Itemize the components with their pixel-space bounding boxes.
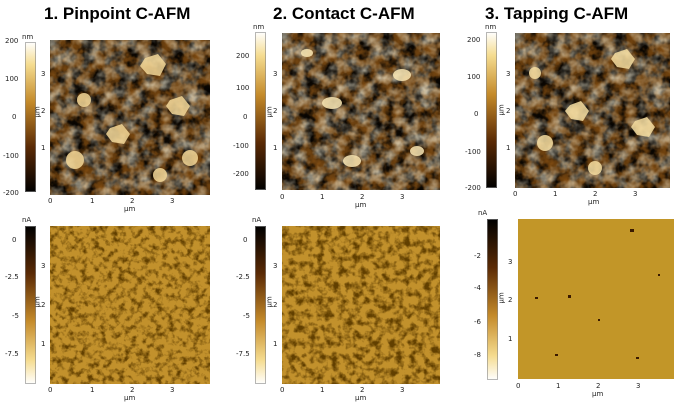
image-y-tick: 3 (508, 258, 513, 266)
panel-title-tapping: 3. Tapping C-AFM (485, 4, 629, 23)
image-y-tick: 3 (273, 262, 278, 270)
image-x-tick: 2 (360, 386, 365, 394)
topography-image-tapping (515, 33, 670, 188)
height-tick: -100 (3, 152, 19, 160)
current-unit-3: nA (478, 209, 488, 217)
current-tick: -4 (474, 284, 481, 292)
image-x-tick: 3 (633, 190, 638, 198)
image-y-tick: 3 (273, 70, 278, 78)
image-y-tick: 2 (273, 301, 278, 309)
image-x-tick: 3 (170, 197, 175, 205)
height-tick: 0 (12, 113, 17, 121)
image-x-tick: 0 (516, 382, 521, 390)
image-x-tick: 0 (48, 386, 53, 394)
height-tick: 0 (243, 113, 248, 121)
current-tick: -2 (474, 252, 481, 260)
height-unit-2: nm (253, 23, 265, 31)
image-x-tick: 1 (90, 197, 95, 205)
current-tick: -7.5 (236, 350, 250, 358)
image-x-tick: 3 (400, 386, 405, 394)
height-unit-3: nm (485, 23, 497, 31)
image-x-unit: μm (588, 198, 600, 206)
image-x-tick: 3 (170, 386, 175, 394)
current-tick: 0 (243, 236, 248, 244)
current-colorbar-3 (487, 219, 498, 380)
current-image-pinpoint (50, 226, 210, 384)
image-y-tick: 1 (508, 335, 513, 343)
image-x-tick: 2 (360, 193, 365, 201)
height-tick: 0 (474, 110, 479, 118)
image-x-tick: 3 (636, 382, 641, 390)
image-x-tick: 1 (90, 386, 95, 394)
image-x-tick: 1 (553, 190, 558, 198)
image-x-tick: 0 (48, 197, 53, 205)
image-x-tick: 0 (280, 386, 285, 394)
image-y-tick: 2 (41, 107, 46, 115)
image-y-unit: μm (497, 292, 506, 304)
image-y-tick: 2 (273, 107, 278, 115)
panel-title-contact: 2. Contact C-AFM (273, 4, 415, 23)
current-tick: -5 (243, 312, 250, 320)
image-y-tick: 2 (41, 301, 46, 309)
image-y-tick: 1 (41, 144, 46, 152)
image-x-tick: 2 (130, 386, 135, 394)
height-tick: 200 (236, 52, 250, 60)
image-x-unit: μm (355, 201, 367, 209)
current-tick: -6 (474, 318, 481, 326)
image-y-tick: 1 (273, 340, 278, 348)
image-y-tick: 1 (41, 340, 46, 348)
current-unit-1: nA (22, 216, 32, 224)
image-x-tick: 2 (593, 190, 598, 198)
height-tick: 200 (467, 36, 481, 44)
image-y-tick: 1 (506, 144, 511, 152)
topography-image-pinpoint (50, 40, 210, 195)
image-y-unit: μm (497, 104, 506, 116)
topography-image-contact (282, 33, 440, 190)
height-tick: 100 (236, 84, 250, 92)
height-tick: -200 (3, 189, 19, 197)
image-x-tick: 1 (320, 386, 325, 394)
panel-title-pinpoint: 1. Pinpoint C-AFM (44, 4, 191, 23)
height-tick: 200 (5, 37, 19, 45)
height-colorbar-3 (486, 32, 497, 188)
image-x-tick: 3 (400, 193, 405, 201)
image-y-tick: 2 (506, 107, 511, 115)
image-x-tick: 1 (556, 382, 561, 390)
height-tick: -200 (465, 184, 481, 192)
current-tick: -8 (474, 351, 481, 359)
image-x-tick: 0 (513, 190, 518, 198)
current-colorbar-1 (25, 226, 36, 384)
image-x-unit: μm (592, 390, 604, 398)
current-unit-2: nA (252, 216, 262, 224)
image-x-tick: 2 (130, 197, 135, 205)
image-x-unit: μm (124, 394, 136, 402)
image-x-unit: μm (355, 394, 367, 402)
image-x-tick: 1 (320, 193, 325, 201)
image-y-tick: 3 (506, 70, 511, 78)
height-colorbar-2 (255, 32, 266, 190)
current-colorbar-2 (255, 226, 266, 384)
height-colorbar-1 (25, 42, 36, 192)
current-tick: -2.5 (5, 273, 19, 281)
image-y-tick: 3 (41, 262, 46, 270)
current-tick: -5 (12, 312, 19, 320)
image-x-unit: μm (124, 205, 136, 213)
image-x-tick: 0 (280, 193, 285, 201)
current-tick: 0 (12, 236, 17, 244)
image-y-tick: 2 (508, 296, 513, 304)
height-tick: -100 (465, 148, 481, 156)
current-image-contact (282, 226, 440, 384)
height-tick: 100 (467, 73, 481, 81)
height-tick: 100 (5, 75, 19, 83)
current-tick: -2.5 (236, 273, 250, 281)
image-y-tick: 1 (273, 144, 278, 152)
image-y-tick: 3 (41, 70, 46, 78)
height-tick: -200 (233, 170, 249, 178)
current-tick: -7.5 (5, 350, 19, 358)
current-image-tapping (518, 219, 674, 379)
height-unit-1: nm (22, 33, 34, 41)
image-x-tick: 2 (596, 382, 601, 390)
height-tick: -100 (233, 142, 249, 150)
